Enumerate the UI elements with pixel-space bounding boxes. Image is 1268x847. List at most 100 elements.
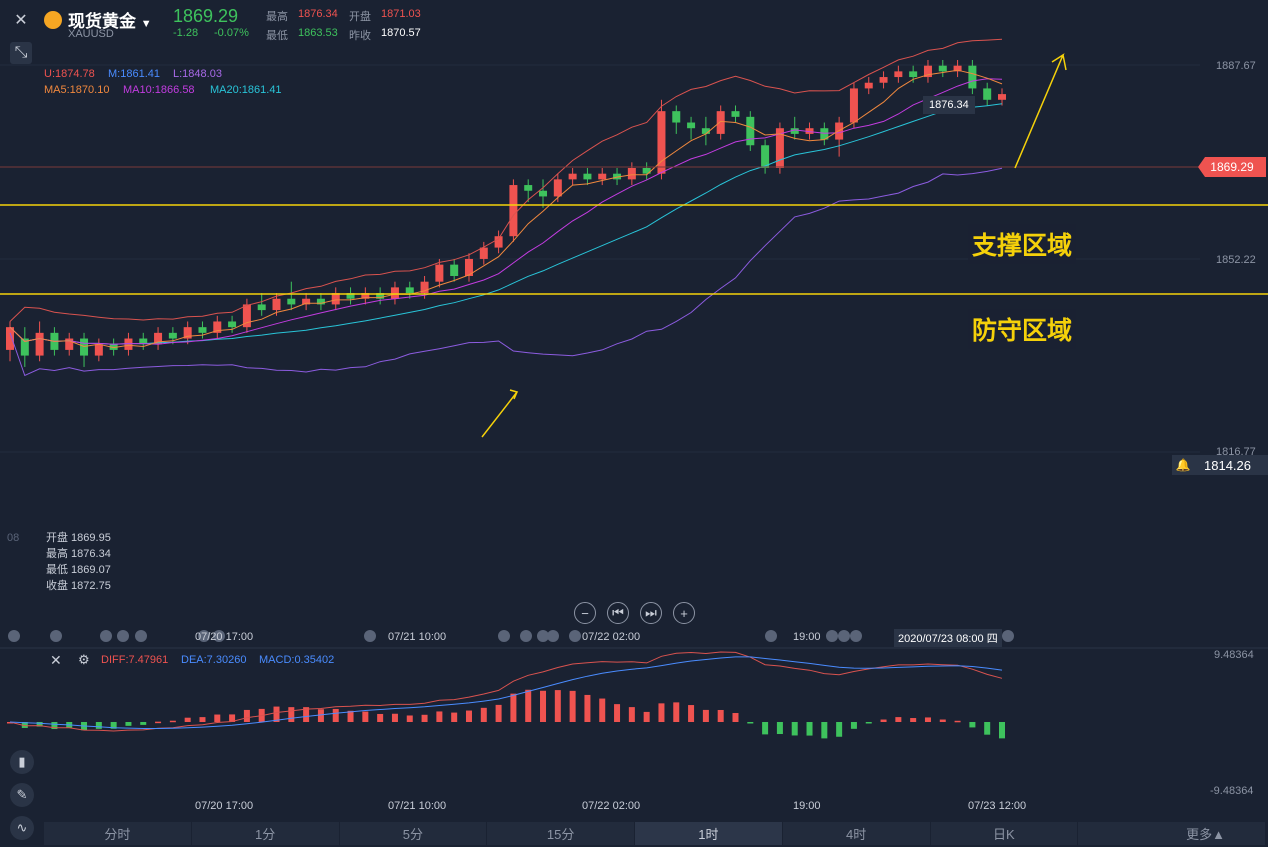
macd-bar xyxy=(999,722,1005,739)
collapse-icon[interactable]: ⤡ xyxy=(10,42,32,64)
price-alert-tag[interactable]: 🔔 1814.26 xyxy=(1172,455,1268,475)
settings-icon[interactable]: ⚙ xyxy=(78,652,90,667)
tab-4hour[interactable]: 4时 xyxy=(783,822,931,845)
macd-bar xyxy=(554,690,561,722)
dropdown-icon[interactable]: ▼ xyxy=(140,18,152,30)
event-marker-icon[interactable] xyxy=(569,630,581,642)
event-marker-icon[interactable] xyxy=(838,630,850,642)
tab-1min[interactable]: 1分 xyxy=(192,822,340,845)
price-axis-tick: 1852.22 xyxy=(1216,254,1256,266)
candle-body xyxy=(583,173,592,180)
macd-bar xyxy=(110,722,117,729)
macd-time-tick: 07/22 02:00 xyxy=(582,800,641,812)
current-price-tag: 1869.29 xyxy=(1198,157,1266,177)
event-marker-icon[interactable] xyxy=(364,630,376,642)
indicator-icon[interactable]: ∿ xyxy=(10,816,34,840)
macd-bar xyxy=(821,722,828,739)
event-marker-icon[interactable] xyxy=(100,630,112,642)
macd-bar xyxy=(865,722,872,724)
scroll-left-button[interactable]: ⏮ xyxy=(607,602,629,624)
macd-dea-line xyxy=(9,656,1003,729)
bell-icon[interactable]: 🔔 xyxy=(1175,458,1191,472)
candle-body xyxy=(316,298,325,305)
candle-body xyxy=(687,122,696,129)
event-marker-icon[interactable] xyxy=(1002,630,1014,642)
event-marker-icon[interactable] xyxy=(498,630,510,642)
close-icon[interactable]: ✕ xyxy=(14,12,28,29)
zoom-in-button[interactable]: + xyxy=(673,602,695,624)
tab-5min[interactable]: 5分 xyxy=(340,822,488,845)
tab-fenshi[interactable]: 分时 xyxy=(44,822,192,845)
candle-body xyxy=(775,128,784,168)
draw-pen-icon[interactable]: ✎ xyxy=(10,783,34,807)
instrument-symbol: XAUUSD xyxy=(68,28,114,40)
macd-time-tick: 07/21 10:00 xyxy=(388,800,447,812)
tab-1hour[interactable]: 1时 xyxy=(635,822,783,845)
candle-body xyxy=(509,185,518,237)
open-label: 开盘 xyxy=(349,11,371,23)
time-axis-tick: 07/22 02:00 xyxy=(582,631,641,643)
event-marker-icon[interactable] xyxy=(198,630,210,642)
candle-body xyxy=(761,145,770,168)
candle-body xyxy=(361,293,370,299)
event-marker-icon[interactable] xyxy=(547,630,559,642)
event-marker-icon[interactable] xyxy=(8,630,20,642)
macd-bar xyxy=(229,714,236,722)
event-marker-icon[interactable] xyxy=(50,630,62,642)
price-axis-tick: 1887.67 xyxy=(1216,60,1256,72)
interval-tabs: 分时 1分 5分 15分 1时 4时 日K 更多▲ xyxy=(44,822,1266,845)
event-marker-icon[interactable] xyxy=(213,630,225,642)
event-marker-icon[interactable] xyxy=(520,630,532,642)
candle-body xyxy=(849,88,858,123)
boll-mid: M:1861.41 xyxy=(108,68,160,80)
tab-daily[interactable]: 日K xyxy=(931,822,1079,845)
candle-body xyxy=(346,293,355,299)
zoom-out-button[interactable]: − xyxy=(574,602,596,624)
event-marker-icon[interactable] xyxy=(850,630,862,642)
macd-bar xyxy=(155,721,162,724)
candle-body xyxy=(731,111,740,117)
macd-bar xyxy=(7,722,13,724)
tab-15min[interactable]: 15分 xyxy=(487,822,635,845)
low-label: 最低 xyxy=(266,30,288,42)
macd-axis-bottom: -9.48364 xyxy=(1210,785,1254,797)
candle-body xyxy=(879,77,888,83)
macd-bar xyxy=(569,690,576,722)
candle-body xyxy=(820,128,829,140)
instrument-name[interactable]: 现货黄金 ▼ xyxy=(68,12,152,31)
candle-body xyxy=(450,264,459,276)
candle-body xyxy=(553,179,562,197)
event-marker-icon[interactable] xyxy=(537,630,549,642)
ma5-line xyxy=(9,69,1003,349)
ohlc-close: 收盘 1872.75 xyxy=(46,580,111,592)
chart-type-icon[interactable]: ▮ xyxy=(10,750,34,774)
close-indicator-icon[interactable]: ✕ xyxy=(50,652,62,668)
candle-body xyxy=(968,65,977,89)
candle-body xyxy=(568,173,577,180)
prev-close-value: 1870.57 xyxy=(381,27,421,39)
event-marker-icon[interactable] xyxy=(826,630,838,642)
macd-bar xyxy=(169,720,176,723)
event-marker-icon[interactable] xyxy=(117,630,129,642)
trend-arrow-small xyxy=(481,389,519,438)
macd-bar xyxy=(776,722,783,735)
candle-body xyxy=(494,236,503,248)
scroll-right-button[interactable]: ⏭ xyxy=(640,602,662,624)
candle-body xyxy=(464,258,473,276)
macd-bar xyxy=(95,722,102,729)
macd-dea: DEA:7.30260 xyxy=(181,654,247,666)
macd-bar xyxy=(184,717,191,722)
macd-bar xyxy=(984,722,991,735)
macd-bar xyxy=(836,722,843,737)
candle-body xyxy=(479,247,488,259)
defense-zone-label: 防守区域 xyxy=(968,309,1077,349)
candle-body xyxy=(242,304,251,328)
macd-bar xyxy=(762,722,769,735)
trend-arrow-large xyxy=(1014,53,1067,169)
macd-bar xyxy=(969,722,976,728)
tab-more[interactable]: 更多▲ xyxy=(1078,822,1266,845)
event-marker-icon[interactable] xyxy=(765,630,777,642)
candle-body xyxy=(124,338,133,350)
event-marker-icon[interactable] xyxy=(135,630,147,642)
